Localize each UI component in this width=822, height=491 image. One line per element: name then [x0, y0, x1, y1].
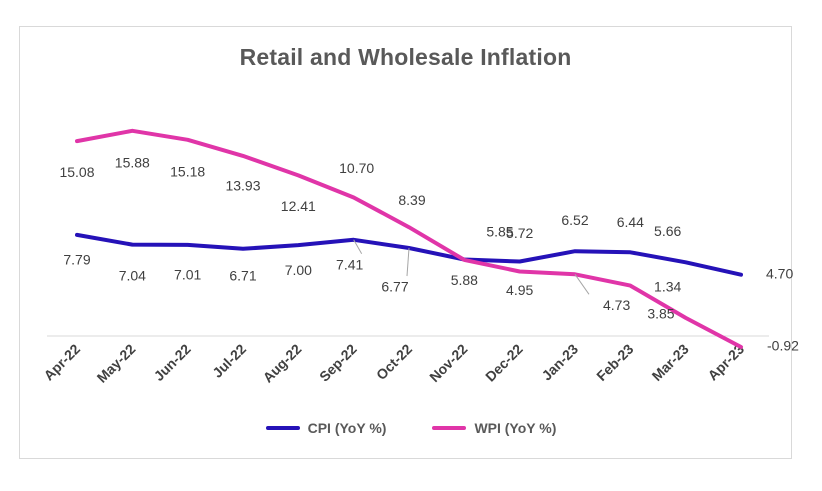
legend-label-cpi: CPI (YoY %)	[307, 420, 387, 436]
wpi-data-label: 4.95	[506, 282, 533, 298]
cpi-data-label: 5.66	[654, 223, 681, 239]
wpi-data-label: 13.93	[225, 178, 260, 194]
wpi-data-label: 10.70	[339, 160, 374, 176]
x-tick-label: Dec-22	[482, 341, 526, 385]
cpi-data-label: 5.88	[451, 272, 478, 288]
legend-swatch-cpi	[265, 426, 300, 430]
wpi-data-label: 15.08	[59, 164, 94, 180]
wpi-data-label: 3.85	[647, 305, 674, 321]
cpi-data-label: 6.44	[617, 214, 644, 230]
data-label-leader	[574, 273, 590, 295]
legend: CPI (YoY %) WPI (YoY %)	[0, 420, 822, 436]
legend-item-cpi: CPI (YoY %)	[265, 420, 387, 436]
cpi-data-label: 7.00	[285, 262, 312, 278]
wpi-data-label: 15.88	[115, 154, 150, 170]
wpi-series-line	[75, 128, 743, 349]
wpi-data-label: 1.34	[654, 279, 681, 295]
x-tick-label: Jun-22	[151, 341, 194, 384]
x-tick-label: Jan-23	[538, 341, 581, 384]
x-tick-label: Mar-23	[649, 341, 692, 384]
cpi-data-label: 6.52	[561, 212, 588, 228]
data-label-leader	[353, 239, 363, 255]
data-label-leader	[406, 247, 410, 277]
x-tick-label: Oct-22	[373, 341, 415, 383]
x-tick-label: Feb-23	[593, 341, 636, 384]
cpi-data-label: 7.41	[336, 256, 363, 272]
x-tick-label: Sep-22	[316, 341, 360, 385]
cpi-series-line	[75, 232, 743, 277]
wpi-data-label: -0.92	[767, 338, 799, 354]
legend-label-wpi: WPI (YoY %)	[474, 420, 557, 436]
chart-title: Retail and Wholesale Inflation	[239, 44, 572, 70]
x-tick-label: May-22	[94, 341, 139, 386]
cpi-data-label: 7.04	[119, 267, 146, 283]
wpi-data-label: 12.41	[281, 198, 316, 214]
wpi-data-label: 8.39	[398, 192, 425, 208]
cpi-data-label: 4.70	[766, 265, 793, 281]
cpi-data-label: 7.79	[63, 252, 90, 268]
x-tick-label: Aug-22	[260, 341, 305, 386]
x-tick-label: Nov-22	[426, 341, 470, 385]
legend-swatch-wpi	[432, 426, 467, 430]
legend-item-wpi: WPI (YoY %)	[432, 420, 556, 436]
x-tick-label: Apr-22	[40, 341, 83, 384]
wpi-data-label: 15.18	[170, 163, 205, 179]
cpi-data-label: 6.71	[229, 268, 256, 284]
cpi-data-label: 7.01	[174, 267, 201, 283]
x-tick-label: Jul-22	[209, 341, 249, 381]
wpi-data-label: 5.85	[486, 224, 513, 240]
cpi-data-label: 6.77	[381, 279, 408, 295]
wpi-data-label: 4.73	[603, 297, 630, 313]
cpi-data-label: 5.72	[506, 225, 533, 241]
chart-frame	[19, 26, 792, 459]
